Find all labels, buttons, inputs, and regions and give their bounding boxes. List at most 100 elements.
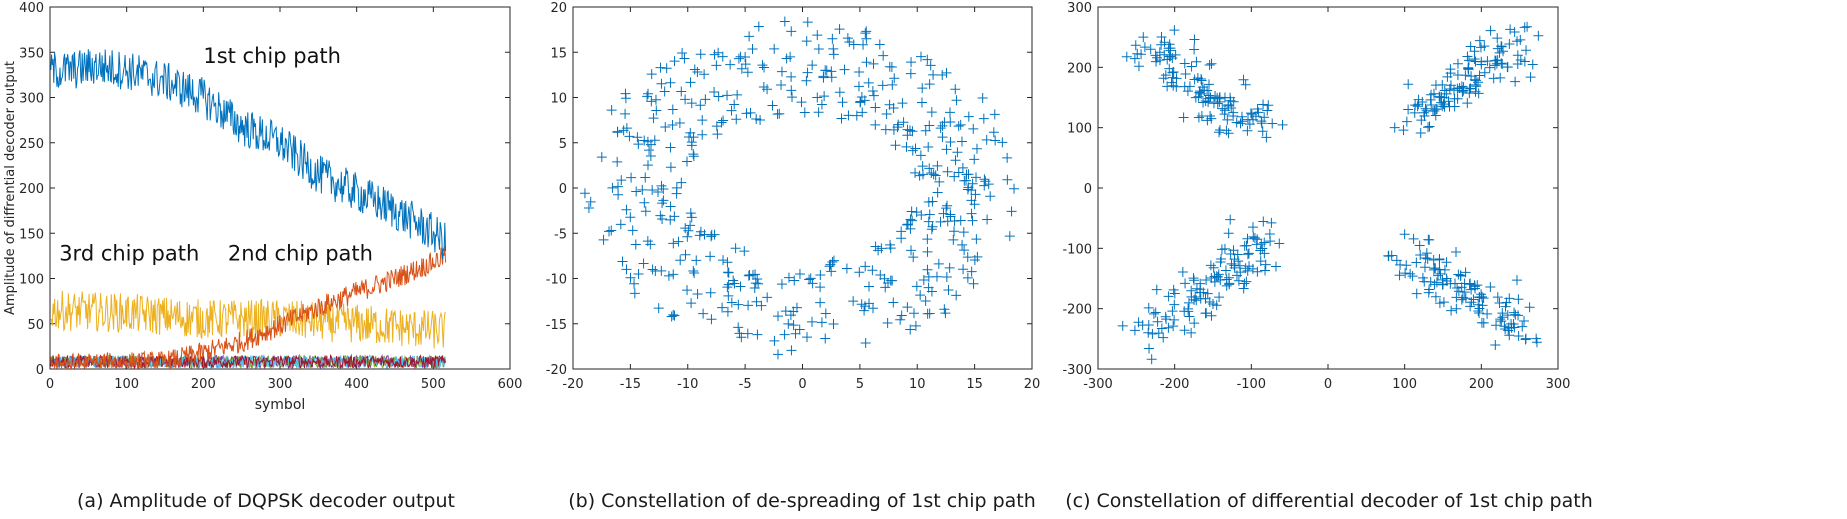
scatter-point [1206,310,1217,321]
scatter-point [839,64,850,75]
scatter-point [953,121,964,132]
scatter-point [813,107,824,118]
scatter-point [1257,126,1268,137]
scatter-point [642,160,653,171]
scatter-point [1496,316,1507,327]
scatter-point [1212,98,1223,109]
scatter-point [979,174,990,185]
scatter-point [1151,284,1162,295]
scatter-point [1193,91,1204,102]
scatter-point [744,31,755,42]
scatter-point [858,39,869,50]
scatter-point [963,169,974,180]
scatter-point [742,67,753,78]
scatter-point [1168,80,1179,91]
scatter-point [1167,67,1178,78]
scatter-point [1519,316,1530,327]
scatter-point [612,126,623,137]
scatter-point [917,83,928,94]
scatter-point [706,314,717,325]
scatter-point [934,176,945,187]
scatter-point [1197,82,1208,93]
scatter-point [1488,73,1499,84]
scatter-point [887,79,898,90]
scatter-point [989,109,1000,120]
scatter-point [620,108,631,119]
scatter-point [910,167,921,178]
scatter-point [1189,34,1200,45]
scatter-point [646,96,657,107]
scatter-point [1202,288,1213,299]
x-tick-label: 200 [191,377,216,392]
scatter-point [1466,284,1477,295]
scatter-point [1520,334,1531,345]
scatter-point [1470,86,1481,97]
scatter-point [1484,62,1495,73]
scatter-point [689,64,700,75]
y-tick-label: -300 [1062,363,1092,378]
scatter-point [1220,265,1231,276]
scatter-point [1006,206,1017,217]
caption-c: (c) Constellation of differential decode… [1065,490,1593,512]
scatter-point [801,75,812,86]
scatter-point [956,136,967,147]
x-tick-label: 600 [498,377,523,392]
scatter-point [1500,301,1511,312]
scatter-point [905,68,916,79]
x-tick-label: 500 [421,377,446,392]
scatter-point [902,124,913,135]
scatter-point [820,333,831,344]
scatter-point [1460,70,1471,81]
scatter-point [890,140,901,151]
scatter-point [971,143,982,154]
y-tick-label: 0 [36,363,44,378]
scatter-point [1191,283,1202,294]
scatter-point [863,77,874,88]
scatter-point [692,66,703,77]
scatter-point [1510,76,1521,87]
scatter-point [632,132,643,143]
scatter-point [606,225,617,236]
y-tick-label: 100 [19,273,44,288]
scatter-point [926,107,937,118]
scatter-point [941,144,952,155]
scatter-point [712,129,723,140]
scatter-point [1475,42,1486,53]
series-group [50,49,447,369]
scatter-point [1449,93,1460,104]
scatter-point [924,79,935,90]
scatter-point [722,267,733,278]
scatter-point [907,126,918,137]
scatter-point [681,156,692,167]
scatter-point [638,258,649,269]
scatter-point [861,33,872,44]
scatter-point [1445,80,1456,91]
scatter-point [1171,73,1182,84]
scatter-point [753,21,764,32]
scatter-point [1255,245,1266,256]
scatter-point [1492,292,1503,303]
scatter-point [1512,50,1523,61]
scatter-point [911,207,922,218]
scatter-point [1168,284,1179,295]
scatter-point [626,172,637,183]
scatter-point [848,39,859,50]
scatter-point [882,318,893,329]
scatter-point [959,175,970,186]
scatter-point [828,43,839,54]
scatter-point [1165,45,1176,56]
scatter-point [1186,327,1197,338]
scatter-point [726,297,737,308]
scatter-point [1453,269,1464,280]
scatter-point [1521,45,1532,56]
scatter-point [940,308,951,319]
scatter-point [837,97,848,108]
scatter-point [718,115,729,126]
scatter-point [924,120,935,131]
scatter-point [1253,107,1264,118]
y-tick-label: -20 [546,363,567,378]
scatter-point [1169,299,1180,310]
scatter-point [958,264,969,275]
scatter-point [711,60,722,71]
x-tick-label: 15 [966,377,983,392]
